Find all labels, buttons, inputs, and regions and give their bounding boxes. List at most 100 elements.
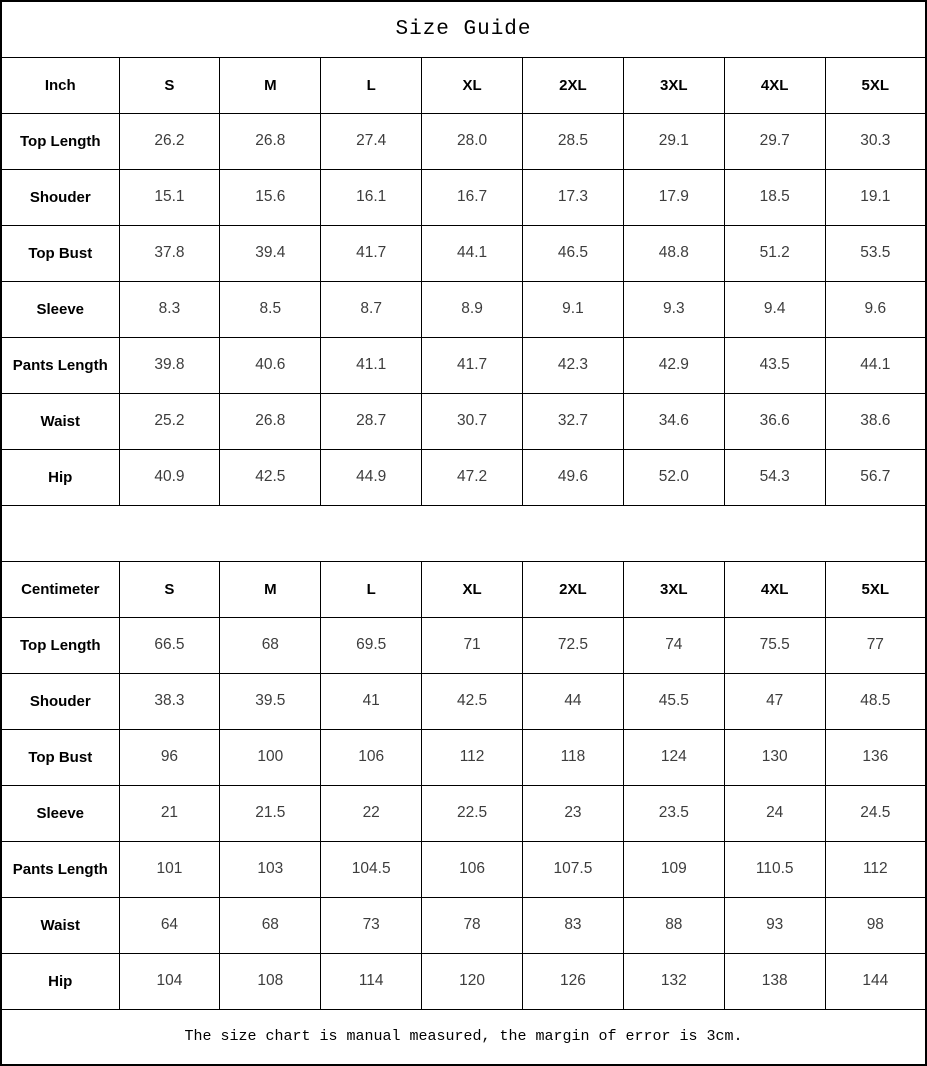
value-cell: 118 [522, 728, 624, 786]
value-cell: 29.7 [723, 112, 826, 170]
value-cell: 74 [622, 616, 725, 674]
row-label-cell: Hip [0, 448, 120, 506]
value-cell: 19.1 [824, 168, 927, 226]
row-label-cell: Sleeve [0, 280, 120, 338]
value-cell: 56.7 [824, 448, 927, 506]
value-cell: 17.9 [622, 168, 725, 226]
value-cell: 22.5 [421, 784, 523, 842]
value-cell: 104.5 [320, 840, 423, 898]
size-header-cell: XL [421, 56, 523, 114]
value-cell: 71 [421, 616, 523, 674]
row-label-cell: Sleeve [0, 784, 120, 842]
value-cell: 41.7 [421, 336, 523, 394]
value-cell: 15.1 [118, 168, 221, 226]
row-label-cell: Top Bust [0, 224, 120, 282]
value-cell: 17.3 [522, 168, 624, 226]
value-cell: 73 [320, 896, 423, 954]
value-cell: 72.5 [522, 616, 624, 674]
value-cell: 112 [421, 728, 523, 786]
footer-row: The size chart is manual measured, the m… [0, 1008, 927, 1066]
size-header-cell: 5XL [824, 56, 927, 114]
value-cell: 15.6 [219, 168, 322, 226]
row-label-cell: Shouder [0, 168, 120, 226]
value-cell: 41.7 [320, 224, 423, 282]
value-cell: 30.3 [824, 112, 927, 170]
size-header-cell: 2XL [522, 560, 624, 618]
value-cell: 16.1 [320, 168, 423, 226]
value-cell: 8.7 [320, 280, 423, 338]
value-cell: 41 [320, 672, 423, 730]
value-cell: 104 [118, 952, 221, 1010]
value-cell: 9.1 [522, 280, 624, 338]
value-cell: 16.7 [421, 168, 523, 226]
table-row: Shouder 15.1 15.6 16.1 16.7 17.3 17.9 18.5 19.1 [0, 168, 927, 226]
value-cell: 42.9 [622, 336, 725, 394]
size-header-cell: M [219, 56, 322, 114]
value-cell: 48.8 [622, 224, 725, 282]
size-header-cell: L [320, 56, 423, 114]
value-cell: 37.8 [118, 224, 221, 282]
table-row: Hip 40.9 42.5 44.9 47.2 49.6 52.0 54.3 56.7 [0, 448, 927, 506]
value-cell: 38.6 [824, 392, 927, 450]
value-cell: 47 [723, 672, 826, 730]
row-label-cell: Pants Length [0, 840, 120, 898]
size-header-cell: 4XL [723, 560, 826, 618]
size-header-cell: 3XL [622, 560, 725, 618]
row-label-cell: Top Length [0, 112, 120, 170]
value-cell: 21 [118, 784, 221, 842]
value-cell: 30.7 [421, 392, 523, 450]
value-cell: 34.6 [622, 392, 725, 450]
unit-header-cell: Inch [0, 56, 120, 114]
table-row: Top Bust 37.8 39.4 41.7 44.1 46.5 48.8 51.2 53.5 [0, 224, 927, 282]
value-cell: 48.5 [824, 672, 927, 730]
table-row: Pants Length 39.8 40.6 41.1 41.7 42.3 42.9 43.5… [0, 336, 927, 394]
value-cell: 46.5 [522, 224, 624, 282]
page-title: Size Guide [0, 0, 927, 58]
row-label-cell: Top Length [0, 616, 120, 674]
value-cell: 112 [824, 840, 927, 898]
value-cell: 44 [522, 672, 624, 730]
table-row: Top Bust 96 100 106 112 118 124 130 136 [0, 728, 927, 786]
value-cell: 32.7 [522, 392, 624, 450]
value-cell: 53.5 [824, 224, 927, 282]
value-cell: 44.1 [421, 224, 523, 282]
value-cell: 27.4 [320, 112, 423, 170]
value-cell: 110.5 [723, 840, 826, 898]
value-cell: 40.9 [118, 448, 221, 506]
value-cell: 26.2 [118, 112, 221, 170]
value-cell: 42.5 [421, 672, 523, 730]
value-cell: 106 [320, 728, 423, 786]
value-cell: 83 [522, 896, 624, 954]
size-header-cell: 3XL [622, 56, 725, 114]
value-cell: 44.1 [824, 336, 927, 394]
spacer-cell [0, 504, 927, 562]
value-cell: 8.3 [118, 280, 221, 338]
size-header-cell: S [118, 560, 221, 618]
value-cell: 138 [723, 952, 826, 1010]
value-cell: 29.1 [622, 112, 725, 170]
row-label-cell: Hip [0, 952, 120, 1010]
footer-note: The size chart is manual measured, the m… [0, 1008, 927, 1066]
size-header-cell: 2XL [522, 56, 624, 114]
table-row: Waist 25.2 26.8 28.7 30.7 32.7 34.6 36.6 38.6 [0, 392, 927, 450]
value-cell: 109 [622, 840, 725, 898]
value-cell: 28.5 [522, 112, 624, 170]
value-cell: 107.5 [522, 840, 624, 898]
value-cell: 9.4 [723, 280, 826, 338]
size-header-cell: 5XL [824, 560, 927, 618]
spacer-row [0, 504, 927, 562]
value-cell: 39.4 [219, 224, 322, 282]
size-header-row: Centimeter S M L XL 2XL 3XL 4XL 5XL [0, 560, 927, 618]
table-row: Pants Length 101 103 104.5 106 107.5 109 110.5 1… [0, 840, 927, 898]
value-cell: 103 [219, 840, 322, 898]
value-cell: 108 [219, 952, 322, 1010]
table-row: Shouder 38.3 39.5 41 42.5 44 45.5 47 48.5 [0, 672, 927, 730]
value-cell: 88 [622, 896, 725, 954]
table-row: Hip 104 108 114 120 126 132 138 144 [0, 952, 927, 1010]
table-row: Top Length 66.5 68 69.5 71 72.5 74 75.5 77 [0, 616, 927, 674]
value-cell: 47.2 [421, 448, 523, 506]
value-cell: 120 [421, 952, 523, 1010]
value-cell: 22 [320, 784, 423, 842]
